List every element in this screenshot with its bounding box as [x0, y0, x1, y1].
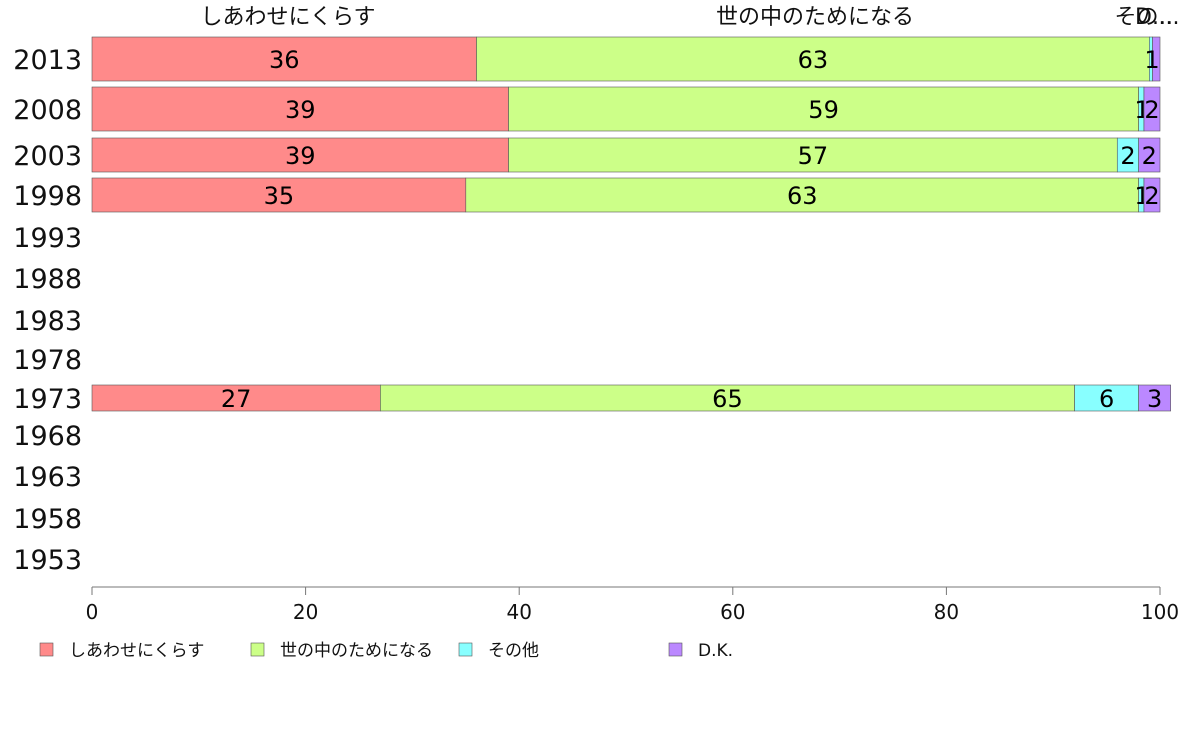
legend-swatch — [668, 642, 683, 657]
bar-value-label: 39 — [285, 142, 316, 170]
bar-segment — [91, 177, 467, 213]
x-tick-label: 60 — [720, 600, 745, 624]
bar-value-label: 1 — [1144, 46, 1159, 74]
bar-segment — [380, 384, 1075, 412]
bar-segment — [1074, 384, 1139, 412]
y-tick-label: 1963 — [13, 462, 82, 493]
bar-segment — [1143, 86, 1161, 132]
bar-segment — [1143, 177, 1161, 213]
bar-value-label: 6 — [1099, 385, 1114, 413]
bar-value-label: 36 — [269, 46, 300, 74]
top-series-label: その... — [1115, 5, 1180, 30]
y-tick-label: 2003 — [13, 141, 82, 172]
bar-value-label: 2 — [1144, 182, 1159, 210]
y-tick-label: 1973 — [13, 384, 82, 415]
y-tick-label: 1983 — [13, 306, 82, 337]
top-series-label: しあわせにくらす — [200, 5, 375, 30]
bar-value-label: 63 — [787, 182, 818, 210]
y-tick-label: 2008 — [13, 95, 82, 126]
legend-label: しあわせにくらす — [69, 641, 204, 661]
top-series-label: 世の中のためになる — [716, 5, 914, 30]
x-tick-label: 80 — [934, 600, 959, 624]
bar-segment — [91, 384, 381, 412]
bar-value-label: 35 — [264, 182, 295, 210]
y-tick-label: 1978 — [13, 345, 82, 376]
top-series-label: D... — [1135, 5, 1173, 30]
bar-value-label: 2 — [1142, 142, 1157, 170]
bar-value-label: 27 — [221, 385, 252, 413]
y-tick-label: 1958 — [13, 504, 82, 535]
bar-value-label: 65 — [712, 385, 743, 413]
y-tick-label: 1998 — [13, 181, 82, 212]
legend-swatch — [39, 642, 54, 657]
bar-value-label: 59 — [808, 96, 839, 124]
legend-label: その他 — [488, 641, 539, 661]
bar-segment — [91, 86, 509, 132]
x-tick-label: 0 — [86, 600, 99, 624]
bar-segment — [465, 177, 1139, 213]
y-tick-label: 1968 — [13, 421, 82, 452]
y-tick-label: 1993 — [13, 223, 82, 254]
y-tick-label: 2013 — [13, 45, 82, 76]
legend-label: D.K. — [698, 641, 733, 661]
bar-value-label: 3 — [1147, 385, 1162, 413]
bar-value-label: 2 — [1144, 96, 1159, 124]
x-tick-label: 100 — [1141, 600, 1179, 624]
x-tick-label: 40 — [506, 600, 531, 624]
bar-segment — [91, 137, 509, 173]
bar-segment — [91, 36, 477, 82]
legend-swatch — [250, 642, 265, 657]
x-tick-label: 20 — [293, 600, 318, 624]
bar-segment — [1138, 384, 1171, 412]
bar-segment — [1138, 137, 1161, 173]
legend-label: 世の中のためになる — [280, 641, 433, 661]
y-tick-label: 1988 — [13, 264, 82, 295]
bar-value-label: 63 — [798, 46, 829, 74]
bar-value-label: 39 — [285, 96, 316, 124]
bar-segment — [1152, 36, 1161, 82]
bar-value-label: 2 — [1120, 142, 1135, 170]
legend-swatch — [458, 642, 473, 657]
bar-value-label: 57 — [798, 142, 829, 170]
y-tick-label: 1953 — [13, 545, 82, 576]
bar-segment — [476, 36, 1150, 82]
